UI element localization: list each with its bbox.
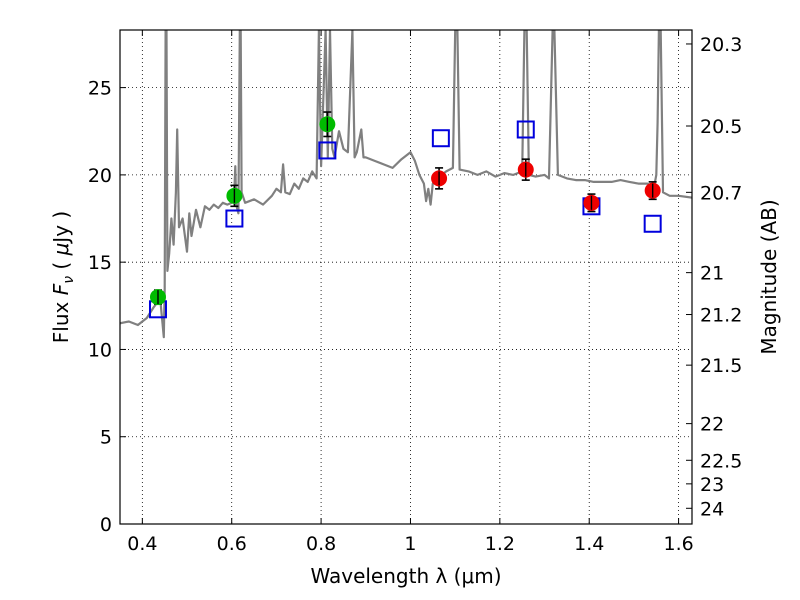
y-tick-label: 20 (88, 165, 112, 187)
y-tick-label: 10 (88, 339, 112, 361)
right-tick-label: 22.5 (700, 450, 742, 472)
y-label-subscript: ν (61, 276, 77, 284)
y-tick-label: 25 (88, 78, 112, 100)
y-label-symbol: F (49, 283, 73, 295)
y-label-unit: Jy ) (49, 211, 73, 245)
x-tick-label: 0.8 (306, 533, 336, 555)
x-axis-label: Wavelength λ (μm) (310, 564, 501, 588)
x-tick-label: 0.6 (217, 533, 247, 555)
right-tick-label: 21.2 (700, 305, 742, 327)
x-tick-label: 1 (404, 533, 416, 555)
right-tick-label: 20.5 (700, 116, 742, 138)
x-tick-label: 1.6 (663, 533, 693, 555)
right-tick-label: 21 (700, 263, 724, 285)
right-axis-label: Magnitude (AB) (757, 199, 781, 354)
x-tick-label: 1.4 (574, 533, 604, 555)
model-square-marker (643, 214, 662, 233)
plot-frame (119, 29, 693, 525)
x-tick-label: 0.4 (127, 533, 157, 555)
right-tick-label: 21.5 (700, 355, 742, 377)
right-tick-label: 24 (700, 498, 724, 520)
right-tick-label: 22 (700, 414, 724, 436)
x-tick-label: 1.2 (485, 533, 515, 555)
model-square-marker (225, 209, 244, 228)
y-tick-label: 15 (88, 252, 112, 274)
y-label-flux: Flux (49, 295, 73, 343)
axis-ticks: 0.4 0.6 0.8 1 1.2 1.4 1.6 0 5 10 15 20 25 20.3 20.5 20.… (88, 30, 742, 555)
plot-area (120, 30, 692, 339)
right-tick-label: 20.3 (700, 34, 742, 56)
spectrum-line (120, 30, 692, 339)
right-tick-label: 23 (700, 474, 724, 496)
y-axis-label: Flux Fν ( μJy ) (49, 211, 77, 343)
y-tick-label: 0 (100, 514, 112, 536)
y-label-mu: μ (49, 243, 73, 257)
right-tick-label: 20.7 (700, 182, 742, 204)
model-square-marker (431, 129, 450, 148)
data-layer (120, 30, 692, 339)
model-square-marker (516, 120, 535, 139)
y-tick-label: 5 (100, 427, 112, 449)
model-square-marker (318, 141, 337, 160)
y-label-paren: ( (49, 255, 73, 276)
